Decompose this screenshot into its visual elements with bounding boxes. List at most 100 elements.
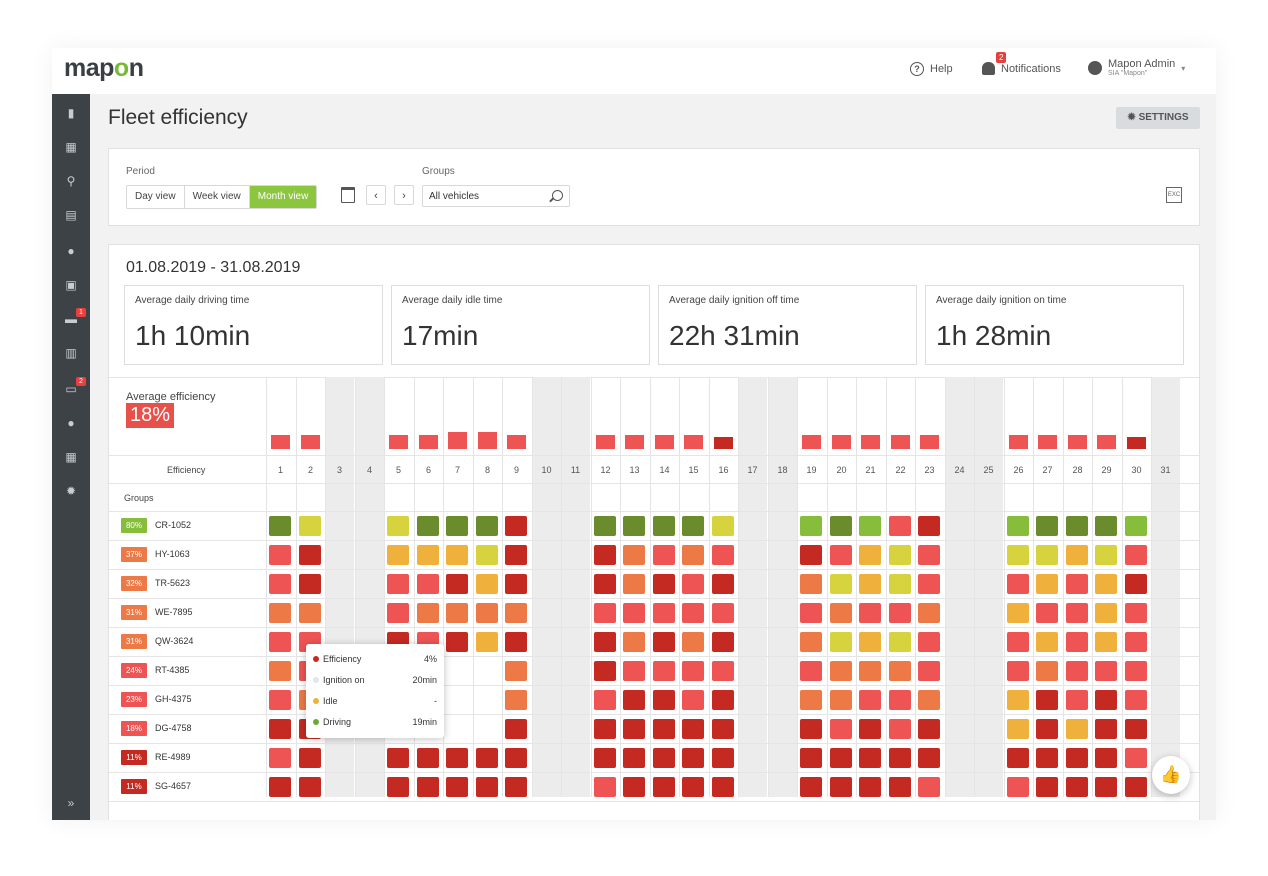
efficiency-cell[interactable]: [1125, 603, 1147, 623]
efficiency-cell[interactable]: [712, 632, 734, 652]
efficiency-cell[interactable]: [830, 748, 852, 768]
daily-efficiency-bar[interactable]: [891, 435, 910, 449]
efficiency-cell[interactable]: [505, 574, 527, 594]
efficiency-cell[interactable]: [269, 603, 291, 623]
efficiency-cell[interactable]: [476, 574, 498, 594]
efficiency-cell[interactable]: [505, 516, 527, 536]
daily-efficiency-bar[interactable]: [802, 435, 821, 449]
efficiency-cell[interactable]: [1125, 719, 1147, 739]
daily-efficiency-bar[interactable]: [301, 435, 320, 449]
vehicle-name[interactable]: DG-4758: [155, 723, 192, 733]
efficiency-cell[interactable]: [476, 516, 498, 536]
vehicle-row[interactable]: 80% CR-1052: [109, 512, 1199, 541]
efficiency-cell[interactable]: [889, 603, 911, 623]
efficiency-cell[interactable]: [800, 545, 822, 565]
efficiency-cell[interactable]: [594, 690, 616, 710]
efficiency-cell[interactable]: [1095, 748, 1117, 768]
efficiency-cell[interactable]: [1007, 719, 1029, 739]
efficiency-cell[interactable]: [682, 545, 704, 565]
efficiency-cell[interactable]: [269, 574, 291, 594]
efficiency-cell[interactable]: [918, 516, 940, 536]
efficiency-cell[interactable]: [918, 574, 940, 594]
vehicle-name[interactable]: SG-4657: [155, 781, 192, 791]
efficiency-cell[interactable]: [269, 661, 291, 681]
efficiency-cell[interactable]: [682, 516, 704, 536]
efficiency-cell[interactable]: [1036, 719, 1058, 739]
next-period-button[interactable]: ›: [394, 185, 414, 205]
efficiency-cell[interactable]: [623, 516, 645, 536]
efficiency-cell[interactable]: [918, 632, 940, 652]
efficiency-cell[interactable]: [594, 661, 616, 681]
vehicle-row[interactable]: 11% RE-4989: [109, 744, 1199, 773]
efficiency-cell[interactable]: [830, 719, 852, 739]
efficiency-cell[interactable]: [1007, 661, 1029, 681]
daily-efficiency-bar[interactable]: [625, 435, 644, 449]
user-icon[interactable]: ●: [67, 416, 75, 430]
efficiency-cell[interactable]: [505, 719, 527, 739]
efficiency-cell[interactable]: [918, 777, 940, 797]
daily-efficiency-bar[interactable]: [507, 435, 526, 449]
efficiency-cell[interactable]: [1036, 545, 1058, 565]
daily-efficiency-bar[interactable]: [832, 435, 851, 449]
efficiency-cell[interactable]: [1036, 574, 1058, 594]
efficiency-cell[interactable]: [653, 545, 675, 565]
efficiency-cell[interactable]: [1007, 603, 1029, 623]
efficiency-cell[interactable]: [299, 516, 321, 536]
efficiency-cell[interactable]: [594, 574, 616, 594]
efficiency-cell[interactable]: [1125, 748, 1147, 768]
efficiency-cell[interactable]: [505, 603, 527, 623]
efficiency-cell[interactable]: [299, 545, 321, 565]
efficiency-cell[interactable]: [299, 574, 321, 594]
routes-icon[interactable]: ⚲: [66, 174, 76, 188]
efficiency-cell[interactable]: [623, 748, 645, 768]
vehicle-name[interactable]: QW-3624: [155, 636, 194, 646]
efficiency-cell[interactable]: [653, 748, 675, 768]
efficiency-cell[interactable]: [476, 777, 498, 797]
efficiency-cell[interactable]: [505, 748, 527, 768]
messages-icon[interactable]: ▬: [65, 312, 77, 326]
efficiency-cell[interactable]: [417, 545, 439, 565]
efficiency-cell[interactable]: [1036, 777, 1058, 797]
efficiency-cell[interactable]: [623, 545, 645, 565]
prev-period-button[interactable]: ‹: [366, 185, 386, 205]
efficiency-cell[interactable]: [623, 661, 645, 681]
efficiency-cell[interactable]: [594, 748, 616, 768]
efficiency-cell[interactable]: [889, 661, 911, 681]
efficiency-cell[interactable]: [299, 603, 321, 623]
efficiency-cell[interactable]: [712, 748, 734, 768]
efficiency-cell[interactable]: [800, 516, 822, 536]
efficiency-cell[interactable]: [1066, 574, 1088, 594]
user-menu[interactable]: Mapon Admin SIA "Mapon" ▾: [1088, 59, 1185, 77]
daily-efficiency-bar[interactable]: [478, 432, 497, 449]
document-icon[interactable]: ▤: [65, 208, 77, 222]
efficiency-cell[interactable]: [712, 516, 734, 536]
daily-efficiency-bar[interactable]: [389, 435, 408, 449]
efficiency-cell[interactable]: [299, 777, 321, 797]
vehicle-name[interactable]: TR-5623: [155, 578, 191, 588]
efficiency-cell[interactable]: [594, 632, 616, 652]
settings-button[interactable]: ✹ SETTINGS: [1116, 107, 1200, 129]
calendar-icon[interactable]: ▦: [65, 450, 77, 464]
efficiency-cell[interactable]: [712, 545, 734, 565]
efficiency-cell[interactable]: [859, 777, 881, 797]
efficiency-cell[interactable]: [417, 574, 439, 594]
daily-efficiency-bar[interactable]: [655, 435, 674, 449]
efficiency-cell[interactable]: [682, 574, 704, 594]
efficiency-cell[interactable]: [859, 748, 881, 768]
efficiency-cell[interactable]: [1036, 748, 1058, 768]
efficiency-cell[interactable]: [387, 603, 409, 623]
daily-efficiency-bar[interactable]: [861, 435, 880, 449]
efficiency-cell[interactable]: [859, 545, 881, 565]
efficiency-cell[interactable]: [387, 748, 409, 768]
efficiency-cell[interactable]: [1007, 690, 1029, 710]
groups-select[interactable]: All vehicles: [422, 185, 570, 207]
efficiency-cell[interactable]: [476, 632, 498, 652]
week-view-button[interactable]: Week view: [185, 186, 250, 208]
thumbs-up-icon[interactable]: 👍: [1152, 756, 1190, 794]
efficiency-cell[interactable]: [594, 516, 616, 536]
vehicle-row[interactable]: 37% HY-1063: [109, 541, 1199, 570]
efficiency-cell[interactable]: [446, 748, 468, 768]
efficiency-cell[interactable]: [1125, 777, 1147, 797]
efficiency-cell[interactable]: [889, 719, 911, 739]
efficiency-cell[interactable]: [446, 545, 468, 565]
